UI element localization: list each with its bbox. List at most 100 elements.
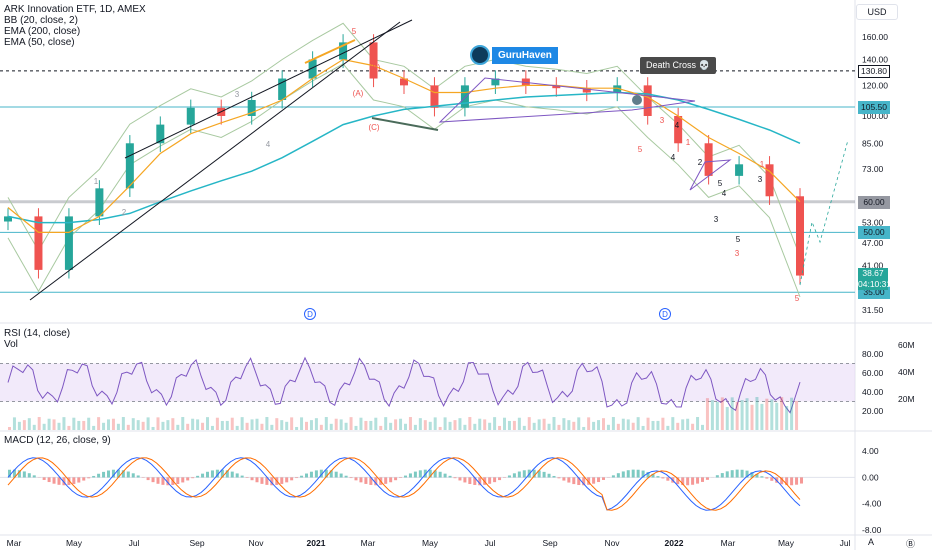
macd-histogram-bar[interactable] xyxy=(324,469,328,478)
macd-histogram-bar[interactable] xyxy=(760,476,764,478)
macd-histogram-bar[interactable] xyxy=(463,477,467,483)
macd-histogram-bar[interactable] xyxy=(681,477,685,486)
volume-bar[interactable] xyxy=(8,427,11,430)
corner-log[interactable]: Ⓑ xyxy=(906,539,916,549)
candle-body[interactable] xyxy=(95,188,104,217)
macd-histogram-bar[interactable] xyxy=(235,473,239,478)
volume-bar[interactable] xyxy=(780,397,784,430)
macd-histogram-bar[interactable] xyxy=(443,473,447,478)
volume-bar[interactable] xyxy=(512,420,516,430)
macd-histogram-bar[interactable] xyxy=(631,469,635,478)
macd-histogram-bar[interactable] xyxy=(206,471,209,478)
candle-body[interactable] xyxy=(430,85,439,108)
signal-line[interactable] xyxy=(7,457,801,511)
volume-bar[interactable] xyxy=(260,423,264,430)
candle-body[interactable] xyxy=(4,216,12,222)
macd-histogram-bar[interactable] xyxy=(270,477,274,486)
ema50-line[interactable] xyxy=(7,58,801,233)
macd-histogram-bar[interactable] xyxy=(72,477,76,485)
candle-body[interactable] xyxy=(613,85,622,93)
macd-histogram-bar[interactable] xyxy=(750,472,754,478)
volume-bar[interactable] xyxy=(587,417,591,430)
volume-bar[interactable] xyxy=(755,397,759,430)
volume-bar[interactable] xyxy=(206,417,209,430)
volume-bar[interactable] xyxy=(458,418,462,430)
volume-bar[interactable] xyxy=(131,418,135,430)
volume-bar[interactable] xyxy=(438,426,442,430)
volume-bar[interactable] xyxy=(151,426,155,430)
volume-bar[interactable] xyxy=(52,419,56,430)
macd-histogram-bar[interactable] xyxy=(413,471,417,478)
volume-bar[interactable] xyxy=(27,418,31,430)
macd-histogram-bar[interactable] xyxy=(156,477,160,484)
death-cross-callout[interactable]: Death Cross 💀 xyxy=(640,57,716,74)
volume-bar[interactable] xyxy=(354,425,358,430)
macd-histogram-bar[interactable] xyxy=(537,470,541,478)
volume-bar[interactable] xyxy=(62,417,66,430)
macd-histogram-bar[interactable] xyxy=(488,477,492,484)
macd-histogram-bar[interactable] xyxy=(215,469,219,478)
candle-body[interactable] xyxy=(125,143,134,189)
macd-histogram-bar[interactable] xyxy=(339,473,343,478)
candle-body[interactable] xyxy=(765,164,774,197)
candle-body[interactable] xyxy=(704,143,713,176)
macd-histogram-bar[interactable] xyxy=(498,477,502,481)
macd-histogram-bar[interactable] xyxy=(592,477,596,484)
macd-histogram-bar[interactable] xyxy=(404,475,407,478)
volume-bar[interactable] xyxy=(77,420,81,430)
macd-histogram-bar[interactable] xyxy=(57,477,61,485)
macd-histogram-bar[interactable] xyxy=(230,471,234,478)
volume-bar[interactable] xyxy=(250,419,254,430)
volume-bar[interactable] xyxy=(433,417,437,430)
macd-histogram-bar[interactable] xyxy=(300,475,304,478)
macd-histogram-bar[interactable] xyxy=(131,473,135,478)
macd-histogram-bar[interactable] xyxy=(468,477,472,485)
macd-histogram-bar[interactable] xyxy=(438,471,442,478)
candle-body[interactable] xyxy=(400,78,408,86)
volume-bar[interactable] xyxy=(87,417,91,430)
triangle-pattern[interactable] xyxy=(438,77,696,123)
macd-histogram-bar[interactable] xyxy=(755,473,759,478)
volume-bar[interactable] xyxy=(324,417,328,430)
macd-histogram-bar[interactable] xyxy=(740,469,744,478)
macd-histogram-bar[interactable] xyxy=(473,477,477,485)
macd-histogram-bar[interactable] xyxy=(572,477,576,485)
volume-bar[interactable] xyxy=(453,420,457,430)
macd-histogram-bar[interactable] xyxy=(582,477,586,486)
volume-bar[interactable] xyxy=(116,423,120,430)
macd-histogram-bar[interactable] xyxy=(82,477,86,481)
macd-histogram-bar[interactable] xyxy=(423,469,427,478)
volume-bar[interactable] xyxy=(225,420,229,430)
volume-bar[interactable] xyxy=(730,397,734,430)
macd-histogram-bar[interactable] xyxy=(621,471,625,478)
macd-histogram-bar[interactable] xyxy=(567,477,571,483)
macd-histogram-bar[interactable] xyxy=(725,471,729,478)
macd-histogram-bar[interactable] xyxy=(67,477,71,486)
macd-histogram-bar[interactable] xyxy=(705,477,709,480)
bb-lower-line[interactable] xyxy=(7,63,801,298)
macd-histogram-bar[interactable] xyxy=(329,470,333,478)
volume-bar[interactable] xyxy=(290,417,294,430)
candle-body[interactable] xyxy=(521,78,530,86)
volume-bar[interactable] xyxy=(611,417,615,430)
macd-histogram-bar[interactable] xyxy=(394,477,398,481)
volume-bar[interactable] xyxy=(428,421,432,430)
macd-histogram-bar[interactable] xyxy=(344,475,348,478)
volume-bar[interactable] xyxy=(102,422,106,430)
macd-histogram-bar[interactable] xyxy=(225,470,229,478)
macd-histogram-bar[interactable] xyxy=(715,475,719,478)
volume-bar[interactable] xyxy=(503,417,506,430)
volume-bar[interactable] xyxy=(344,422,348,430)
macd-histogram-bar[interactable] xyxy=(770,477,774,481)
volume-bar[interactable] xyxy=(413,424,417,430)
volume-bar[interactable] xyxy=(107,419,110,430)
macd-histogram-bar[interactable] xyxy=(280,477,284,484)
macd-histogram-bar[interactable] xyxy=(666,477,670,481)
macd-histogram-bar[interactable] xyxy=(319,469,323,478)
volume-bar[interactable] xyxy=(691,423,695,430)
volume-bar[interactable] xyxy=(126,424,130,430)
volume-bar[interactable] xyxy=(82,420,86,430)
macd-histogram-bar[interactable] xyxy=(701,477,704,482)
volume-bar[interactable] xyxy=(448,421,452,430)
macd-histogram-bar[interactable] xyxy=(369,477,373,485)
